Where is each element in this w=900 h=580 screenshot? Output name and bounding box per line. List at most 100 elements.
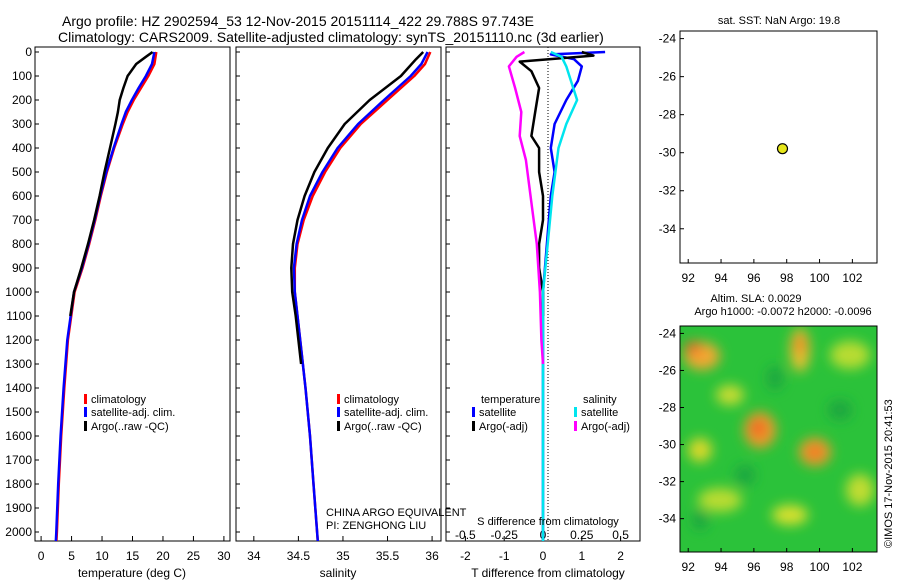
x-tick-label: 30 xyxy=(217,549,231,563)
difference-legend: temperature salinity satellite Argo(-adj… xyxy=(472,394,630,433)
series-line-s-satellite xyxy=(541,50,579,541)
depth-tick-label: 300 xyxy=(12,117,32,131)
x-tick-label: 20 xyxy=(156,549,170,563)
lon-tick-label: 94 xyxy=(714,271,728,285)
sla-map-panel: Altim. SLA: 0.0029 Argo h1000: -0.0072 h… xyxy=(659,293,895,574)
depth-tick-label: 1500 xyxy=(5,405,32,419)
temperature-lines xyxy=(54,50,158,541)
sla-blob xyxy=(716,385,744,405)
depth-tick-label: 0 xyxy=(25,45,32,59)
lon-tick-label: 96 xyxy=(747,560,761,574)
x-tick-label: 1 xyxy=(578,549,585,563)
salinity-xlabel: salinity xyxy=(320,566,357,580)
legend-swatch-argo xyxy=(84,421,87,431)
sla-blob xyxy=(767,366,783,390)
lat-tick-label: -28 xyxy=(659,401,677,415)
lat-tick-label: -24 xyxy=(659,326,677,340)
x-tick-label: 36 xyxy=(425,549,439,563)
lat-tick-label: -32 xyxy=(659,184,677,198)
float-program-label: CHINA ARGO EQUIVALENT xyxy=(326,507,467,519)
sla-heatmap-blobs xyxy=(684,328,874,530)
temperature-axes-frame xyxy=(34,46,231,542)
series-line-t-argo xyxy=(518,50,595,316)
depth-tick-label: 1100 xyxy=(6,309,32,323)
series-line-argo xyxy=(290,51,425,365)
sst-map-lat-labels: -24 -26 -28 -30 -32 -34 xyxy=(659,32,684,236)
lon-tick-label: 98 xyxy=(780,560,794,574)
lon-tick-label: 92 xyxy=(682,271,696,285)
legend-label-climatology: climatology xyxy=(344,394,400,406)
legend-label-t-argo: Argo(-adj) xyxy=(479,421,528,433)
lat-tick-label: -26 xyxy=(659,70,677,84)
x-tick-label: 10 xyxy=(95,549,109,563)
x-tick-label: 15 xyxy=(126,549,140,563)
s-tick-label: 0.25 xyxy=(570,528,594,542)
legend-header-salinity: salinity xyxy=(583,394,617,406)
s-difference-tick-labels: -0.5 -0.25 0 0.25 0.5 xyxy=(455,528,629,542)
lat-tick-label: -28 xyxy=(659,108,677,122)
legend-label-satellite: satellite-adj. clim. xyxy=(91,407,175,419)
depth-tick-label: 1700 xyxy=(5,453,32,467)
salinity-lines xyxy=(290,51,432,541)
float-pi-label: PI: ZENGHONG LIU xyxy=(326,520,426,532)
temperature-panel: 0100200300400500600700800900100011001200… xyxy=(5,45,231,580)
x-tick-label: 2 xyxy=(617,549,624,563)
t-difference-xlabel: T difference from climatology xyxy=(471,566,625,580)
legend-label-s-argo: Argo(-adj) xyxy=(581,421,630,433)
depth-tick-label: 600 xyxy=(12,189,32,203)
legend-label-climatology: climatology xyxy=(91,394,147,406)
depth-tick-label: 1200 xyxy=(5,333,32,347)
s-tick-label: -0.25 xyxy=(491,528,519,542)
sla-map-frame xyxy=(679,325,878,553)
sla-blob xyxy=(772,505,808,525)
lat-tick-label: -34 xyxy=(659,222,677,236)
sla-map-subtitle: Argo h1000: -0.0072 h2000: -0.0096 xyxy=(694,306,871,318)
sla-blob xyxy=(735,465,755,485)
x-tick-label: 25 xyxy=(187,549,201,563)
legend-swatch-t-argo xyxy=(472,421,475,431)
salinity-panel: 34 34.5 35 35.5 36 salinity climatology sate… xyxy=(235,46,467,580)
sst-map-markers xyxy=(776,143,789,155)
sst-map-title: sat. SST: NaN Argo: 19.8 xyxy=(718,15,840,27)
lat-tick-label: -26 xyxy=(659,363,677,377)
series-line-climatology xyxy=(293,51,432,541)
legend-label-t-satellite: satellite xyxy=(479,407,516,419)
depth-tick-label: 1600 xyxy=(5,429,32,443)
legend-label-satellite: satellite-adj. clim. xyxy=(344,407,428,419)
sla-map-lat-labels: -24 -26 -28 -30 -32 -34 xyxy=(659,326,684,526)
figure-title-line1: Argo profile: HZ 2902594_53 12-Nov-2015 … xyxy=(62,13,534,29)
temperature-legend: climatology satellite-adj. clim. Argo(..… xyxy=(84,394,175,433)
s-tick-label: 0.5 xyxy=(612,528,629,542)
figure-title-line2: Climatology: CARS2009. Satellite-adjuste… xyxy=(58,29,604,45)
sst-map-panel: sat. SST: NaN Argo: 19.8 -24 -26 -28 -30 -32… xyxy=(659,15,878,285)
depth-tick-label: 1300 xyxy=(5,357,32,371)
legend-header-temperature: temperature xyxy=(481,394,540,406)
lon-tick-label: 102 xyxy=(842,271,862,285)
x-tick-label: 5 xyxy=(68,549,75,563)
sla-blob xyxy=(794,334,806,354)
series-line-satellite-adj-clim- xyxy=(54,51,156,541)
x-tick-label: -1 xyxy=(499,549,510,563)
series-line-satellite-adj-clim- xyxy=(292,51,429,541)
depth-tick-label: 200 xyxy=(12,93,32,107)
lat-tick-label: -30 xyxy=(659,146,677,160)
depth-tick-label: 1400 xyxy=(5,381,32,395)
legend-swatch-s-satellite xyxy=(574,407,577,417)
salinity-legend: climatology satellite-adj. clim. Argo(..… xyxy=(337,394,428,433)
sst-map-lon-labels: 92 94 96 98 100 102 xyxy=(682,259,863,285)
sla-map-title: Altim. SLA: 0.0029 xyxy=(710,293,801,305)
depth-tick-label: 2000 xyxy=(5,525,32,539)
depth-tick-label: 100 xyxy=(12,69,32,83)
x-tick-label: 0 xyxy=(540,549,547,563)
lon-tick-label: 100 xyxy=(810,271,830,285)
depth-tick-label: 400 xyxy=(12,141,32,155)
legend-swatch-satellite xyxy=(84,407,87,417)
lon-tick-label: 98 xyxy=(780,271,794,285)
sla-blob xyxy=(698,488,742,512)
sla-blob xyxy=(685,341,701,355)
salinity-axes-frame xyxy=(235,46,442,542)
lon-tick-label: 92 xyxy=(682,560,696,574)
temperature-xlabel: temperature (deg C) xyxy=(78,566,186,580)
depth-tick-label: 500 xyxy=(12,165,32,179)
